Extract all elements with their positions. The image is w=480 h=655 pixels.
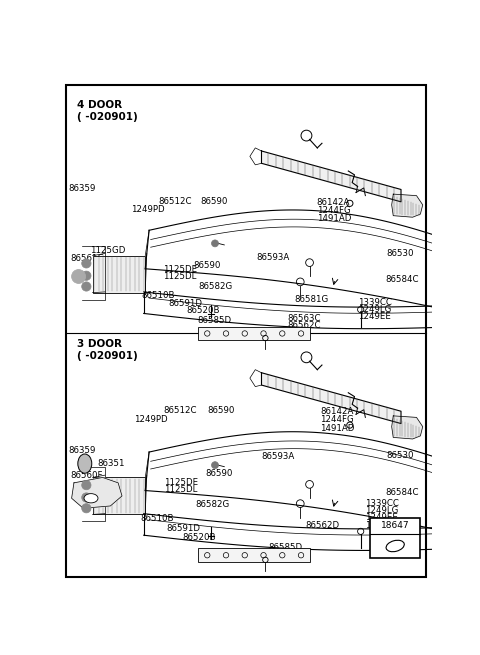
Text: 86510B: 86510B (140, 514, 173, 523)
Circle shape (212, 240, 218, 247)
Bar (198, 548, 311, 562)
Text: 1249LG: 1249LG (365, 506, 398, 515)
Text: 86590: 86590 (207, 407, 234, 415)
Text: 1244FG: 1244FG (317, 206, 350, 215)
Text: ( -020901): ( -020901) (77, 351, 138, 361)
Text: 1249PD: 1249PD (134, 415, 168, 424)
Circle shape (82, 481, 91, 490)
Text: 1249EE: 1249EE (358, 312, 390, 321)
Bar (198, 327, 311, 341)
Text: 1491AD: 1491AD (321, 424, 355, 432)
Text: 1125DL: 1125DL (164, 485, 198, 494)
Circle shape (82, 282, 91, 291)
Text: 1125DE: 1125DE (164, 477, 198, 487)
Text: 86591D: 86591D (168, 299, 202, 308)
Text: 86560F: 86560F (71, 470, 103, 479)
Text: 86582G: 86582G (196, 500, 230, 510)
Text: 86351: 86351 (97, 459, 125, 468)
Text: 86142A: 86142A (321, 407, 354, 416)
Text: 86530: 86530 (386, 249, 414, 257)
Text: 86510B: 86510B (142, 291, 175, 301)
Text: 86591D: 86591D (166, 525, 200, 533)
Circle shape (212, 462, 218, 468)
Polygon shape (392, 194, 423, 217)
Circle shape (82, 504, 91, 513)
Text: 86584C: 86584C (385, 275, 419, 284)
Text: 86359: 86359 (68, 184, 96, 193)
Text: 86562C: 86562C (287, 321, 321, 330)
Text: 86590: 86590 (205, 468, 232, 477)
Text: 86593A: 86593A (256, 253, 289, 261)
Polygon shape (262, 151, 401, 202)
Circle shape (82, 271, 91, 280)
Text: 1249EE: 1249EE (365, 513, 398, 522)
Circle shape (82, 493, 91, 502)
Text: 86562D: 86562D (305, 521, 340, 530)
Text: 86512C: 86512C (163, 407, 197, 415)
Text: 86584C: 86584C (385, 488, 419, 496)
Bar (93, 255, 145, 293)
Polygon shape (262, 373, 401, 424)
Text: 1125GD: 1125GD (90, 246, 125, 255)
Text: 86590: 86590 (193, 261, 220, 270)
Text: 86581G: 86581G (294, 295, 329, 304)
Text: 1491AD: 1491AD (317, 214, 351, 223)
Text: 86142A: 86142A (317, 198, 350, 207)
Text: 1125DE: 1125DE (163, 265, 197, 274)
Text: 1249LG: 1249LG (358, 305, 391, 314)
Text: 86359: 86359 (68, 446, 96, 455)
Polygon shape (392, 416, 423, 439)
Ellipse shape (386, 540, 404, 552)
Ellipse shape (78, 454, 92, 473)
Text: 86520B: 86520B (183, 533, 216, 542)
Text: 1339CC: 1339CC (365, 498, 399, 508)
Polygon shape (72, 477, 122, 508)
Text: 86585D: 86585D (268, 543, 302, 552)
Text: 1339CC: 1339CC (358, 297, 392, 307)
Circle shape (82, 259, 91, 268)
Text: 1249LD: 1249LD (365, 521, 398, 530)
Text: 86585D: 86585D (198, 316, 232, 325)
Text: 1244FG: 1244FG (321, 415, 354, 424)
Text: 86582G: 86582G (198, 282, 233, 291)
Text: 4 DOOR: 4 DOOR (77, 100, 122, 110)
Text: 86530: 86530 (386, 451, 414, 460)
Text: ( -020901): ( -020901) (77, 113, 138, 122)
Text: 3 DOOR: 3 DOOR (77, 339, 122, 349)
Text: 86512C: 86512C (158, 196, 192, 206)
Text: 86593A: 86593A (261, 453, 294, 461)
Text: 86561G: 86561G (71, 253, 105, 263)
Text: 86563C: 86563C (287, 314, 321, 323)
Text: 1125DL: 1125DL (163, 272, 196, 281)
Text: 18647: 18647 (381, 521, 409, 531)
Ellipse shape (84, 494, 98, 503)
Text: 86590: 86590 (201, 196, 228, 206)
Text: 86520B: 86520B (186, 306, 220, 315)
Circle shape (72, 270, 85, 284)
Bar (93, 477, 145, 514)
FancyBboxPatch shape (370, 517, 420, 557)
Text: 1249PD: 1249PD (131, 205, 164, 214)
